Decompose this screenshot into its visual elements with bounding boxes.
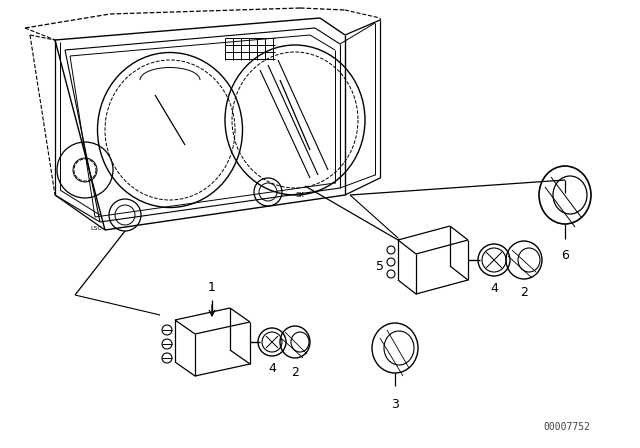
Text: 4: 4 <box>268 362 276 375</box>
Text: 2: 2 <box>520 286 528 299</box>
Text: 5: 5 <box>376 259 384 272</box>
Text: 4: 4 <box>490 282 498 295</box>
Text: 00007752: 00007752 <box>543 422 590 432</box>
Text: 2: 2 <box>291 366 299 379</box>
Text: 3: 3 <box>391 398 399 411</box>
Text: LSC: LSC <box>90 225 102 231</box>
Text: 1: 1 <box>208 281 216 294</box>
Text: SK: SK <box>295 192 304 198</box>
Text: 6: 6 <box>561 249 569 262</box>
